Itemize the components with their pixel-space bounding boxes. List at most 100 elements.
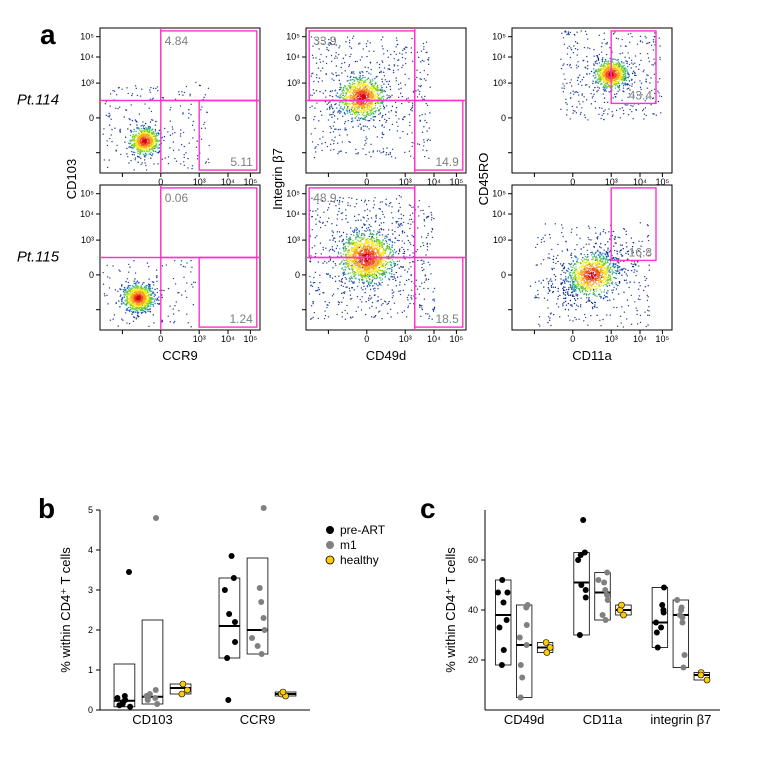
data-point (153, 687, 159, 693)
svg-text:0: 0 (295, 270, 300, 280)
data-point (704, 677, 710, 683)
data-point (678, 607, 684, 613)
data-point (126, 569, 132, 575)
box (652, 588, 668, 648)
data-point (499, 662, 505, 668)
data-point (659, 602, 665, 608)
svg-text:10⁴: 10⁴ (427, 334, 441, 344)
data-point (152, 695, 158, 701)
svg-text:10³: 10³ (493, 78, 506, 88)
gate-value: 18.5 (435, 312, 459, 326)
svg-text:10⁴: 10⁴ (286, 209, 300, 219)
legend-marker (326, 556, 334, 564)
data-point (524, 642, 530, 648)
svg-text:10⁵: 10⁵ (286, 189, 300, 199)
data-point (504, 590, 510, 596)
svg-text:10³: 10³ (287, 78, 300, 88)
data-point (525, 602, 531, 608)
data-point (222, 587, 228, 593)
data-point (229, 553, 235, 559)
data-point (653, 620, 659, 626)
data-point (153, 515, 159, 521)
data-point (524, 622, 530, 628)
data-point (543, 640, 549, 646)
row-label: Pt.114 (17, 92, 59, 109)
y-axis-label: % within CD4⁺ T cells (58, 547, 73, 673)
y-axis-label: Integrin β7 (270, 148, 285, 210)
group-label: CCR9 (240, 712, 275, 727)
data-point (224, 655, 230, 661)
svg-text:10⁵: 10⁵ (80, 32, 94, 42)
svg-text:10⁵: 10⁵ (80, 189, 94, 199)
data-point (280, 689, 286, 695)
data-point (154, 701, 160, 707)
legend-label: m1 (340, 538, 357, 552)
data-point (517, 635, 523, 641)
box (142, 620, 163, 704)
svg-text:10⁵: 10⁵ (286, 32, 300, 42)
data-point (583, 587, 589, 593)
data-point (500, 600, 506, 606)
svg-text:0: 0 (364, 334, 369, 344)
data-point (499, 577, 505, 583)
data-point (116, 702, 122, 708)
data-point (577, 632, 583, 638)
data-point (231, 575, 237, 581)
data-point (261, 615, 267, 621)
data-point (583, 595, 589, 601)
svg-text:10³: 10³ (193, 334, 206, 344)
data-point (259, 651, 265, 657)
data-point (654, 630, 660, 636)
panel-b-label: b (38, 493, 55, 524)
data-point (225, 697, 231, 703)
flow-plot: 0010³10³10⁴10⁴10⁵10⁵48.918.5 (286, 185, 466, 344)
x-axis-label: CD11a (572, 348, 612, 363)
x-axis-label: CD49d (366, 348, 406, 363)
data-point (578, 552, 584, 558)
data-point (601, 580, 607, 586)
data-point (262, 627, 268, 633)
data-point (504, 617, 510, 623)
data-point (661, 585, 667, 591)
data-point (544, 650, 550, 656)
svg-text:0: 0 (89, 113, 94, 123)
data-point (180, 681, 186, 687)
svg-text:0: 0 (295, 113, 300, 123)
data-point (114, 695, 120, 701)
legend: pre-ARTm1healthy (326, 523, 386, 567)
legend-marker (326, 526, 334, 534)
data-point (682, 652, 688, 658)
data-point (658, 625, 664, 631)
group-label: CD103 (132, 712, 172, 727)
group-label: CD49d (504, 712, 544, 727)
data-point (257, 585, 263, 591)
gate-value: 1.24 (229, 312, 253, 326)
flow-plot: 0010³10³10⁴10⁴10⁵10⁵4.845.11 (80, 28, 260, 187)
data-point (501, 647, 507, 653)
gate-value: 48.9 (313, 191, 337, 205)
data-point (232, 619, 238, 625)
data-point (620, 612, 626, 618)
data-point (496, 625, 502, 631)
svg-text:10⁴: 10⁴ (80, 52, 94, 62)
data-point (595, 577, 601, 583)
svg-text:10³: 10³ (81, 78, 94, 88)
gate-value: 5.11 (230, 155, 253, 169)
gate-value: 0.06 (165, 191, 189, 205)
data-point (261, 505, 267, 511)
strip-chart: 204060% within CD4⁺ T cellsCD49dCD11aint… (443, 510, 720, 727)
svg-text:0: 0 (89, 270, 94, 280)
svg-text:0: 0 (158, 334, 163, 344)
svg-text:10⁴: 10⁴ (492, 52, 506, 62)
gate-value: 33.9 (313, 34, 337, 48)
strip-chart: 012345% within CD4⁺ T cellsCD103CCR9 (58, 505, 310, 727)
svg-text:10⁵: 10⁵ (450, 334, 464, 344)
svg-text:10⁵: 10⁵ (244, 334, 258, 344)
svg-text:10³: 10³ (287, 235, 300, 245)
data-point (679, 615, 685, 621)
svg-text:10³: 10³ (81, 235, 94, 245)
data-point (603, 617, 609, 623)
legend-label: healthy (340, 553, 379, 567)
legend-label: pre-ART (340, 523, 386, 537)
y-axis-label: CD103 (64, 159, 79, 199)
